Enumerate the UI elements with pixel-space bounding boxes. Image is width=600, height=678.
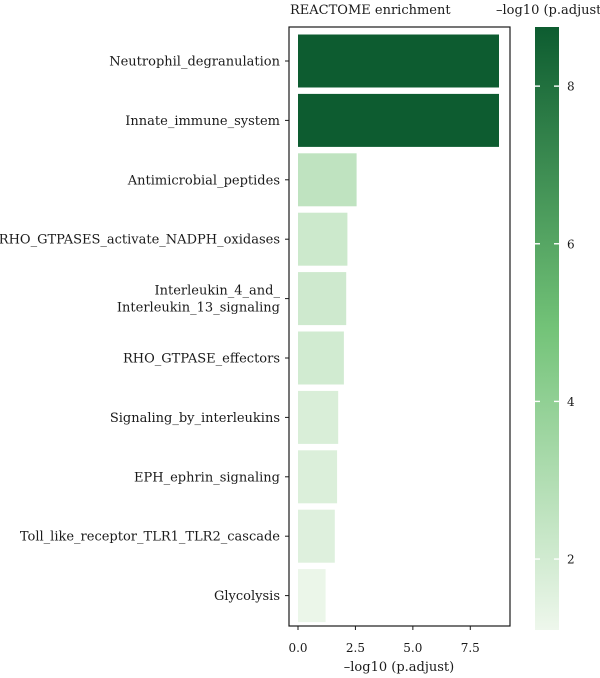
category-label-8-line-0: Toll_like_receptor_TLR1_TLR2_cascade [20,530,280,545]
category-label-7: EPH_ephrin_signaling [134,470,280,485]
colorbar-tick-label-0: 2 [567,553,575,567]
category-labels: Neutrophil_degranulation Innate_immune_sy… [0,55,289,604]
colorbar-tick-label-3: 8 [567,80,575,94]
category-label-0: Neutrophil_degranulation [109,55,280,70]
category-label-6-line-0: Signaling_by_interleukins [110,411,280,426]
category-label-1: Innate_immune_system [125,114,280,129]
category-label-9: Glycolysis [214,589,280,604]
bar-2 [298,153,357,207]
x-axis-ticks: 0.0 2.5 5.0 7.5 [288,626,480,655]
colorbar-ticks: 2 4 6 8 [535,80,575,567]
plot-panel [288,26,511,627]
x-tick-label-3: 7.5 [461,641,480,655]
bar-7 [298,450,338,504]
category-label-5: RHO_GTPASE_effectors [123,352,280,367]
bar-8 [298,509,335,563]
colorbar-tick-label-1: 4 [567,395,575,409]
category-label-3-line-0: RHO_GTPASES_activate_NADPH_oxidases [0,233,280,248]
bar-5 [298,331,344,385]
category-label-6: Signaling_by_interleukins [110,411,280,426]
bars [298,34,499,623]
category-label-3: RHO_GTPASES_activate_NADPH_oxidases [0,233,280,248]
colorbar-title: –log10 (p.adjust) [496,3,600,18]
category-label-1-line-0: Innate_immune_system [125,114,280,129]
category-label-7-line-0: EPH_ephrin_signaling [134,470,280,485]
category-label-9-line-0: Glycolysis [214,589,280,604]
category-label-2-line-0: Antimicrobial_peptides [127,173,280,188]
bar-1 [298,93,499,147]
category-label-4: Interleukin_4_and_ Interleukin_13_signali… [117,284,281,316]
category-label-2: Antimicrobial_peptides [127,173,280,188]
x-axis-title: –log10 (p.adjust) [344,660,454,675]
chart-title: REACTOME enrichment [290,3,451,18]
category-label-8: Toll_like_receptor_TLR1_TLR2_cascade [20,530,280,545]
category-label-4-line-1: Interleukin_13_signaling [117,301,280,316]
colorbar [535,27,559,630]
bar-6 [298,390,339,444]
bar-3 [298,212,348,266]
bar-0 [298,34,499,88]
x-tick-label-2: 5.0 [403,641,422,655]
x-tick-label-0: 0.0 [288,641,307,655]
category-label-5-line-0: RHO_GTPASE_effectors [123,352,280,367]
category-label-4-line-0: Interleukin_4_and_ [155,284,281,299]
bar-9 [298,569,326,623]
category-label-0-line-0: Neutrophil_degranulation [109,55,280,70]
bar-4 [298,272,347,326]
colorbar-tick-label-2: 6 [567,237,575,251]
x-tick-label-1: 2.5 [346,641,365,655]
